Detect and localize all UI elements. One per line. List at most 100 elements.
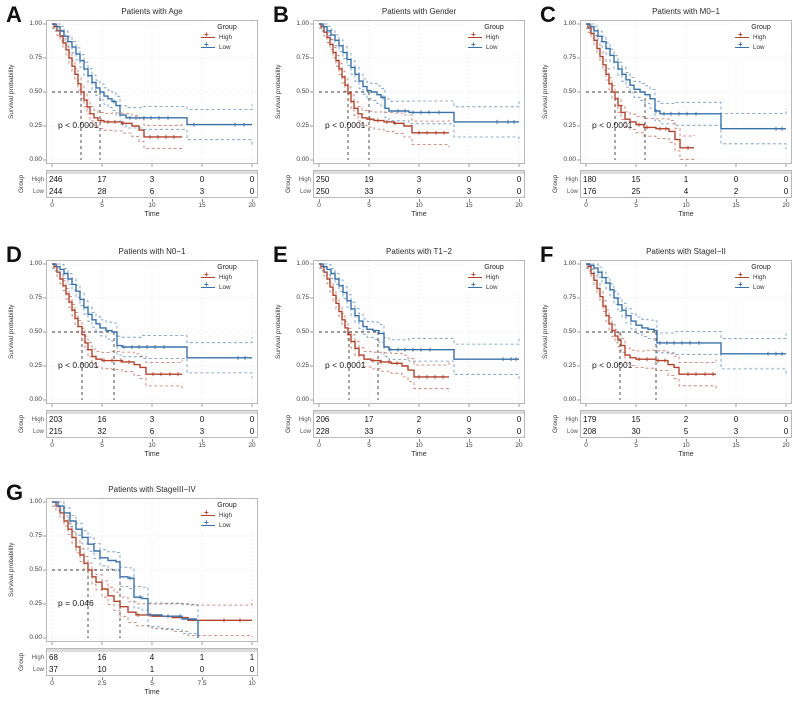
plot-border bbox=[46, 20, 258, 164]
ci-lower-high bbox=[319, 267, 450, 392]
median-survival-lines bbox=[52, 91, 101, 160]
y-tick-label: 0.25 bbox=[29, 362, 42, 369]
risk-count: 0 bbox=[516, 427, 522, 436]
risk-row-labels: High Low bbox=[293, 170, 311, 198]
x-tick-label: 15 bbox=[198, 202, 206, 209]
risk-count: 1 bbox=[149, 665, 155, 674]
y-tick-label: 1.00 bbox=[29, 20, 42, 27]
panel-title: Patients with Gender bbox=[381, 7, 457, 16]
legend-item: + Low bbox=[201, 41, 253, 52]
y-tick-label: 0.00 bbox=[29, 396, 42, 403]
risk-row-labels: High Low bbox=[26, 648, 44, 676]
legend-item-label: High bbox=[753, 33, 766, 41]
km-plot-svg bbox=[577, 260, 792, 407]
risk-row-label: High bbox=[298, 177, 311, 183]
risk-row-label: Low bbox=[566, 429, 578, 435]
panel-letter: A bbox=[6, 2, 22, 27]
risk-table-group-label: Group bbox=[18, 174, 25, 194]
legend-item: + High bbox=[735, 31, 787, 42]
x-tick-label: 5 bbox=[100, 442, 104, 449]
risk-count: 0 bbox=[199, 415, 205, 424]
x-tick-mark bbox=[468, 439, 470, 442]
p-value-label: p < 0.0001 bbox=[325, 120, 366, 130]
axis-tick-marks bbox=[577, 263, 787, 407]
x-tick-mark bbox=[368, 439, 370, 442]
x-tick-mark bbox=[635, 199, 637, 202]
risk-table-row: 203 16 3 0 0 bbox=[47, 414, 257, 426]
plot-border bbox=[46, 260, 258, 404]
x-tick-label: 5 bbox=[367, 442, 371, 449]
censor-marks-high bbox=[368, 117, 446, 135]
km-plot-svg bbox=[310, 260, 525, 407]
x-tick-label: 20 bbox=[515, 442, 523, 449]
risk-count: 6 bbox=[149, 187, 155, 196]
ci-upper-low bbox=[52, 501, 199, 622]
ci-upper-low bbox=[319, 23, 520, 108]
risk-row-label: Low bbox=[299, 429, 311, 435]
x-axis-ticks: 0 5 10 15 20 bbox=[46, 199, 258, 211]
legend-item-label: High bbox=[219, 33, 232, 41]
x-tick-mark bbox=[201, 677, 203, 680]
x-tick-mark bbox=[201, 439, 203, 442]
x-tick-label: 20 bbox=[782, 442, 790, 449]
legend-marker-icon: + bbox=[201, 31, 215, 41]
x-tick-label: 5 bbox=[150, 680, 154, 687]
y-axis-ticks: 1.00 0.75 0.50 0.25 0.00 bbox=[14, 260, 42, 404]
x-tick-mark bbox=[635, 439, 637, 442]
x-tick-label: 10 bbox=[248, 680, 256, 687]
legend-item: + High bbox=[201, 509, 253, 520]
risk-row-labels: High Low bbox=[26, 410, 44, 438]
plot-area: Group + High + Low p < 0.0001 bbox=[43, 260, 258, 407]
legend-item: + High bbox=[735, 271, 787, 282]
x-tick-mark bbox=[151, 677, 153, 680]
x-axis-label: Time bbox=[144, 211, 160, 218]
risk-row-label: Low bbox=[32, 189, 44, 195]
x-tick-mark bbox=[368, 199, 370, 202]
censor-marks-high bbox=[637, 122, 690, 150]
plot-area: Group + High + Low p < 0.0001 bbox=[310, 20, 525, 167]
risk-table-header-strip bbox=[581, 171, 791, 174]
axis-tick-marks bbox=[43, 263, 253, 407]
panel-letter: E bbox=[273, 242, 288, 267]
risk-count: 3 bbox=[149, 415, 155, 424]
risk-table-row: 215 32 6 3 0 bbox=[47, 426, 257, 438]
x-tick-mark bbox=[318, 199, 320, 202]
x-tick-mark bbox=[51, 439, 53, 442]
x-tick-mark bbox=[418, 439, 420, 442]
km-panel: E Patients with T1−2 Survival probabilit… bbox=[273, 244, 539, 464]
risk-count: 3 bbox=[416, 175, 422, 184]
legend: Group + High + Low bbox=[199, 501, 255, 531]
risk-count: 30 bbox=[631, 427, 641, 436]
y-tick-label: 1.00 bbox=[29, 498, 42, 505]
risk-row-label: High bbox=[298, 417, 311, 423]
x-tick-mark bbox=[785, 199, 787, 202]
risk-count: 10 bbox=[97, 665, 107, 674]
panel-letter: B bbox=[273, 2, 289, 27]
km-panel: B Patients with Gender Survival probabil… bbox=[273, 4, 539, 224]
legend-title: Group bbox=[217, 502, 237, 509]
risk-table-row: 176 25 4 2 0 bbox=[581, 186, 791, 198]
axis-tick-marks bbox=[577, 23, 787, 167]
x-axis-label: Time bbox=[411, 211, 427, 218]
risk-table-row: 244 28 6 3 0 bbox=[47, 186, 257, 198]
legend-title: Group bbox=[217, 24, 237, 31]
x-tick-label: 10 bbox=[682, 202, 690, 209]
risk-table-header-strip bbox=[47, 171, 257, 174]
risk-count: 17 bbox=[364, 415, 374, 424]
risk-row-label: High bbox=[31, 177, 44, 183]
x-tick-mark bbox=[51, 199, 53, 202]
risk-row-label: High bbox=[31, 417, 44, 423]
y-tick-label: 0.00 bbox=[563, 156, 576, 163]
y-tick-label: 0.75 bbox=[563, 54, 576, 61]
x-tick-mark bbox=[251, 199, 253, 202]
legend-title: Group bbox=[751, 264, 771, 271]
risk-table-row: 228 33 6 3 0 bbox=[314, 426, 524, 438]
km-panel: D Patients with N0−1 Survival probabilit… bbox=[6, 244, 272, 464]
legend-marker-icon: + bbox=[468, 281, 482, 291]
x-tick-mark bbox=[735, 199, 737, 202]
km-plot-svg bbox=[577, 20, 792, 167]
y-tick-label: 1.00 bbox=[296, 260, 309, 267]
y-axis-ticks: 1.00 0.75 0.50 0.25 0.00 bbox=[548, 20, 576, 164]
risk-row-labels: High Low bbox=[560, 170, 578, 198]
censor-marks-low bbox=[658, 340, 784, 356]
